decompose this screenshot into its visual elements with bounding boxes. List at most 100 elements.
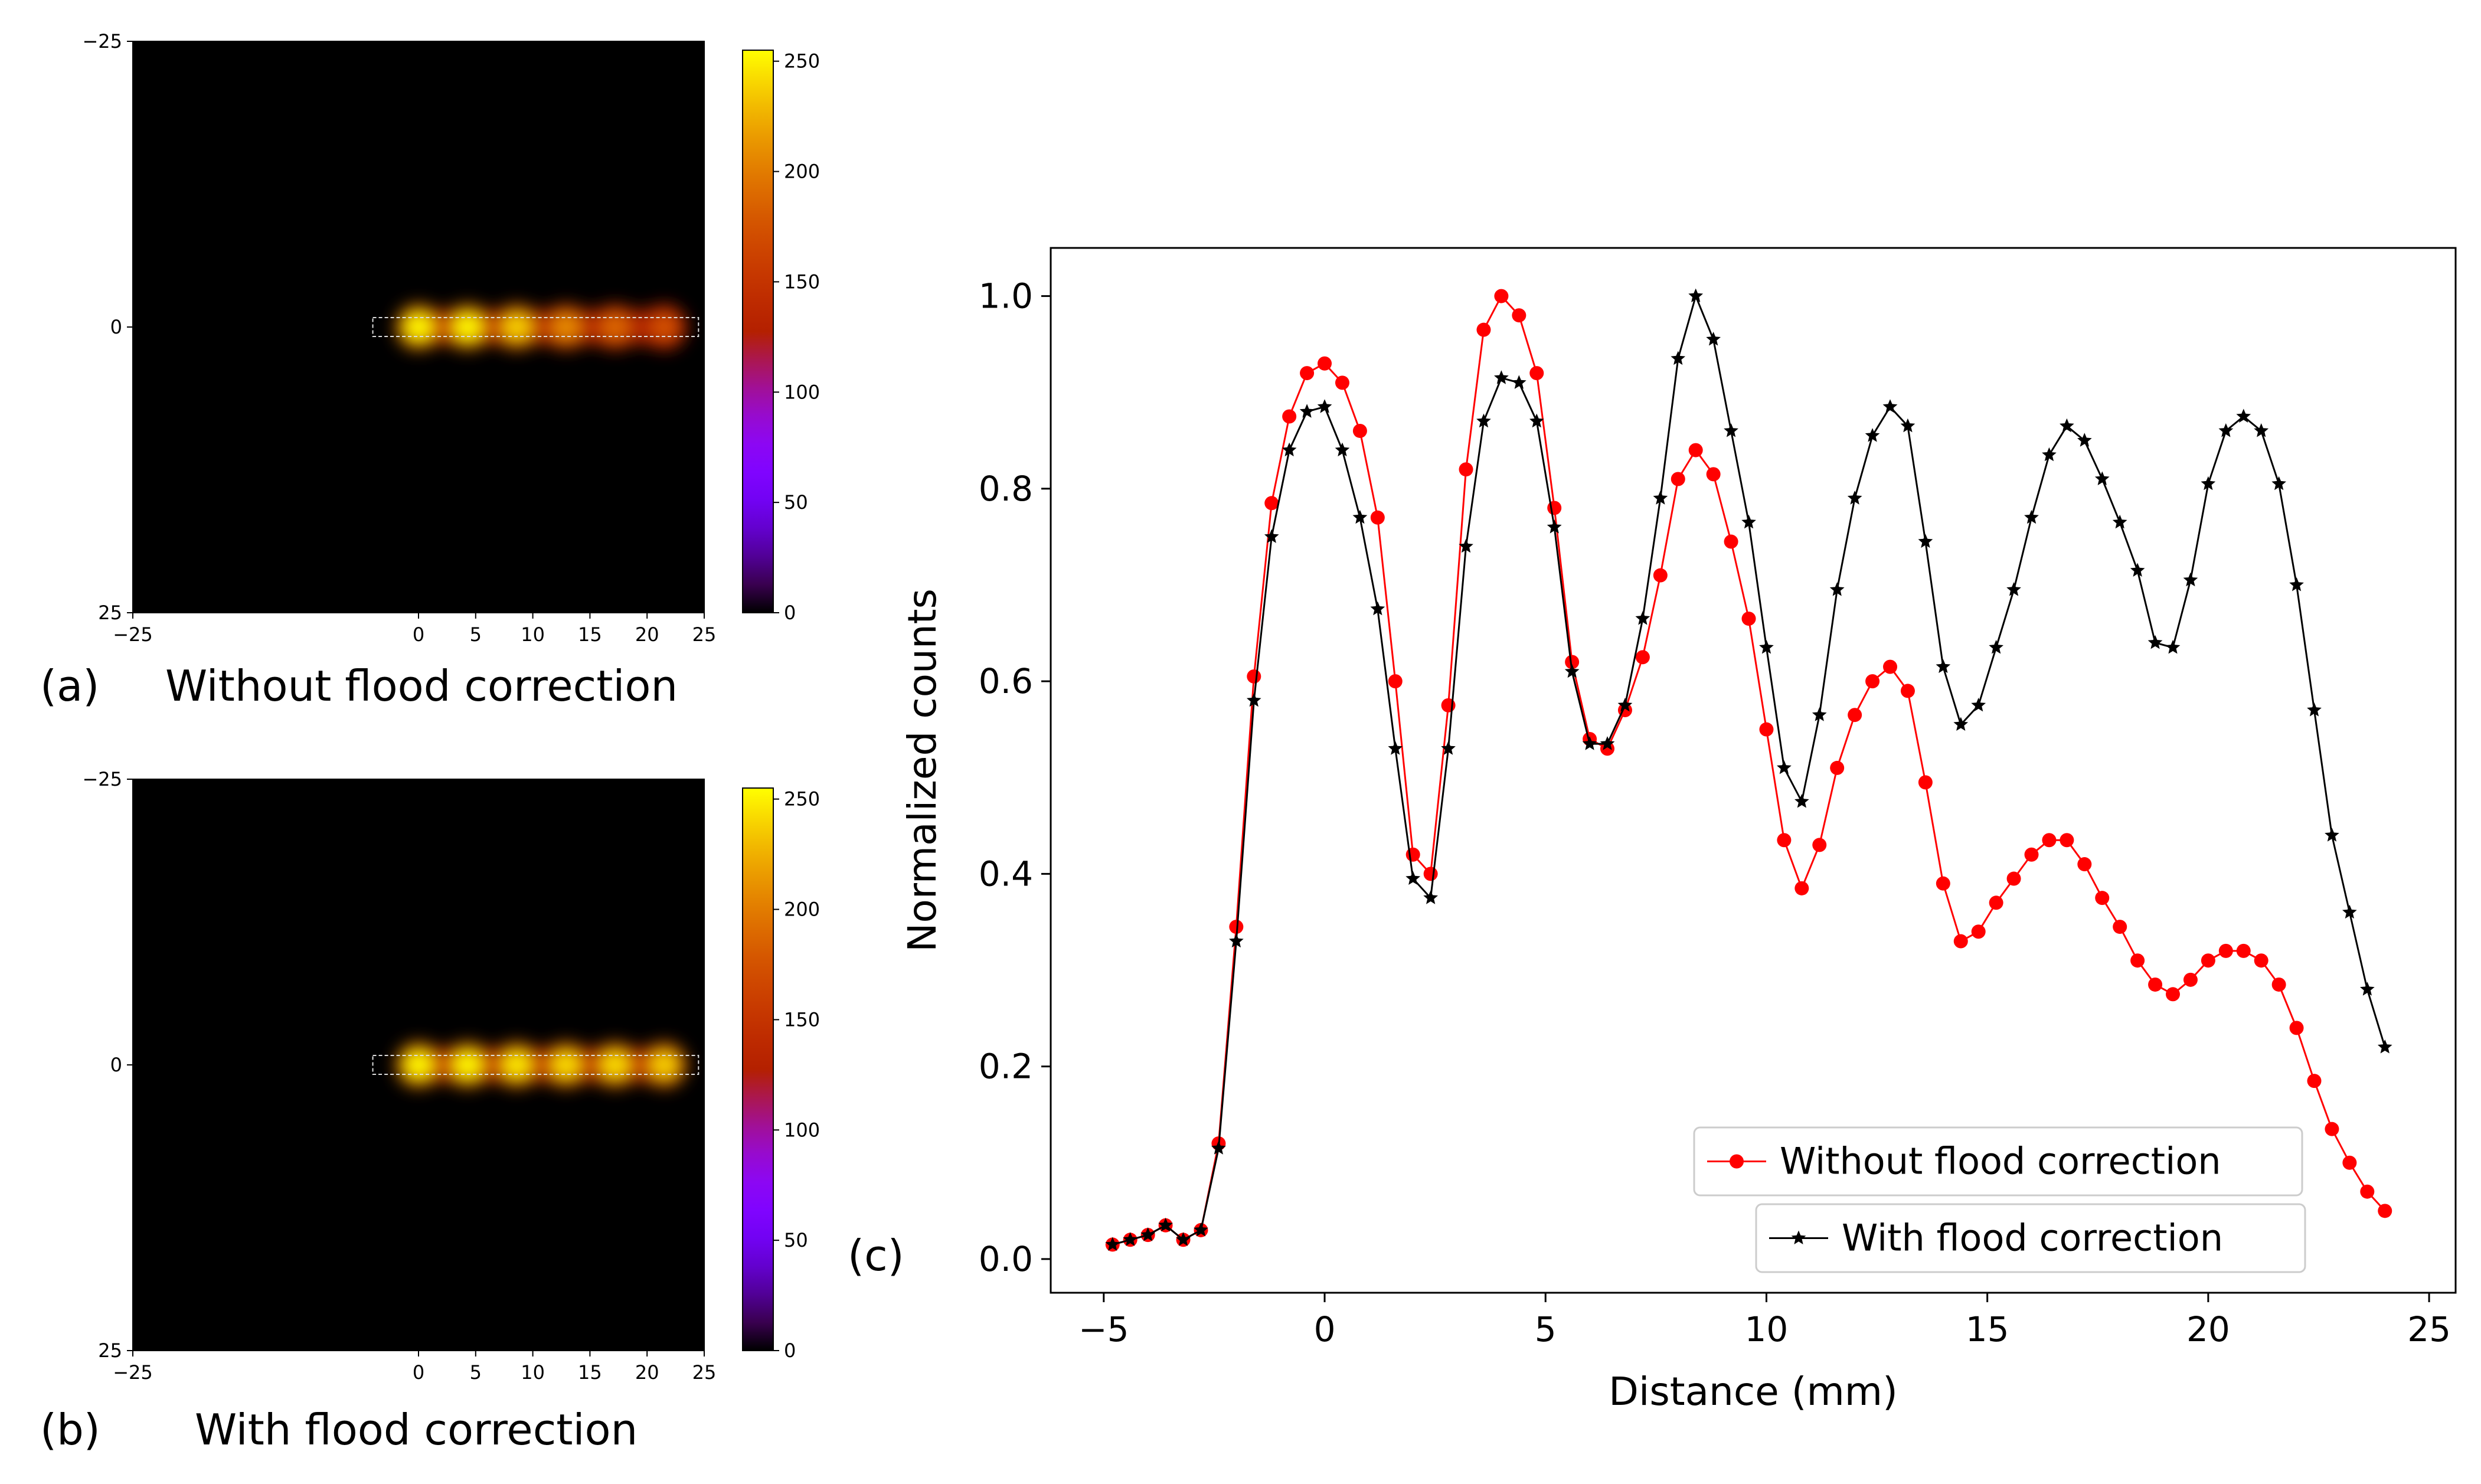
data-point <box>1565 655 1580 669</box>
data-point <box>1547 519 1562 534</box>
data-point <box>1459 538 1473 553</box>
x-tick-label: 20 <box>2186 1309 2230 1349</box>
hot-spot-group <box>396 305 687 349</box>
y-tick-label: 0.8 <box>979 469 1033 509</box>
data-point <box>2130 953 2145 968</box>
data-point <box>1847 491 1862 505</box>
data-point <box>1812 707 1827 721</box>
data-point <box>2342 1155 2357 1170</box>
y-tick-label: 0.6 <box>979 661 1033 701</box>
data-point <box>1512 375 1526 389</box>
y-tick-label: 0 <box>110 1054 122 1076</box>
data-point <box>2006 582 2021 596</box>
data-point <box>1423 890 1438 904</box>
data-point <box>1900 418 1915 433</box>
data-point <box>2342 904 2357 919</box>
data-point <box>1900 684 1915 698</box>
data-point <box>1211 1140 1226 1155</box>
data-point <box>1264 529 1279 543</box>
data-point <box>1706 332 1721 346</box>
data-point <box>1405 847 1420 862</box>
panel-b-caption: With flood correction <box>195 1405 638 1454</box>
data-point <box>1688 288 1704 303</box>
data-point <box>1706 467 1721 482</box>
roi-box <box>372 317 699 337</box>
data-point <box>2113 920 2127 934</box>
data-point <box>1759 722 1774 737</box>
y-tick-label: −25 <box>82 768 122 790</box>
data-point <box>1370 601 1385 616</box>
data-point <box>1352 423 1367 438</box>
data-point <box>1635 650 1650 665</box>
data-point <box>2378 1204 2392 1218</box>
x-tick-label: 0 <box>1314 1309 1336 1349</box>
data-point <box>2325 1122 2339 1136</box>
data-point <box>2060 418 2074 433</box>
y-tick-label: 25 <box>98 1339 122 1362</box>
data-point <box>2183 572 2198 587</box>
data-point <box>1671 351 1686 365</box>
data-point <box>1883 659 1898 674</box>
data-point <box>1247 669 1261 684</box>
series-line <box>1112 293 2386 1246</box>
data-point <box>2201 953 2215 968</box>
x-tick-label: 0 <box>413 623 424 646</box>
data-point <box>1299 404 1315 418</box>
data-point <box>1777 833 1792 848</box>
data-point <box>1529 366 1544 381</box>
colorbar-tick-label: 250 <box>784 788 820 810</box>
data-point <box>2377 1040 2392 1054</box>
panel-a-caption: Without flood correction <box>165 661 678 711</box>
hot-spot-core <box>504 1052 530 1078</box>
data-point <box>1140 1227 1155 1241</box>
hot-spot-core <box>651 1052 678 1078</box>
x-tick-label: 25 <box>692 1361 717 1384</box>
data-point <box>1229 933 1244 948</box>
colorbar-tick-label: 50 <box>784 1229 808 1251</box>
data-point <box>1724 423 1738 437</box>
data-point <box>1812 838 1827 852</box>
x-tick-label: 10 <box>521 623 545 646</box>
data-point <box>1352 509 1368 524</box>
hot-spot-core <box>651 314 678 340</box>
data-point <box>1829 582 1845 596</box>
data-point <box>2218 423 2234 437</box>
y-tick-label: 0.4 <box>979 854 1033 894</box>
data-point <box>1865 428 1880 442</box>
data-point <box>2166 987 2181 1002</box>
data-point <box>1105 1237 1120 1251</box>
hot-spot-core <box>504 314 530 340</box>
colorbar-tick-label: 50 <box>784 491 808 514</box>
data-point <box>2006 871 2021 886</box>
data-point <box>1388 741 1403 755</box>
data-point <box>2289 1021 2304 1035</box>
colorbar <box>742 787 774 1351</box>
colorbar-tick-label: 0 <box>784 602 796 624</box>
data-point <box>1494 370 1509 384</box>
x-tick-label: 5 <box>470 623 482 646</box>
data-point <box>1318 356 1332 371</box>
y-axis-label: Normalized counts <box>900 589 945 952</box>
legend-marker <box>1730 1154 1744 1169</box>
data-point <box>1370 510 1385 525</box>
data-point <box>2165 640 2181 654</box>
data-point <box>1971 697 1986 712</box>
colorbar <box>742 50 774 613</box>
data-point <box>1741 514 1756 529</box>
colorbar-tick-label: 200 <box>784 898 820 921</box>
hot-spot-core <box>602 1052 628 1078</box>
data-point <box>2360 982 2375 996</box>
data-point <box>2289 577 2304 591</box>
data-point <box>1335 442 1350 457</box>
data-point <box>2307 702 2322 717</box>
data-point <box>1264 496 1279 511</box>
data-point <box>1476 322 1491 337</box>
panel-b-letter: (b) <box>40 1405 100 1454</box>
data-point <box>1653 568 1668 583</box>
data-point <box>2254 953 2268 968</box>
colorbar-tick-label: 100 <box>784 1119 820 1141</box>
data-point <box>1317 399 1332 413</box>
data-point <box>2024 847 2039 862</box>
data-point <box>1653 491 1668 505</box>
